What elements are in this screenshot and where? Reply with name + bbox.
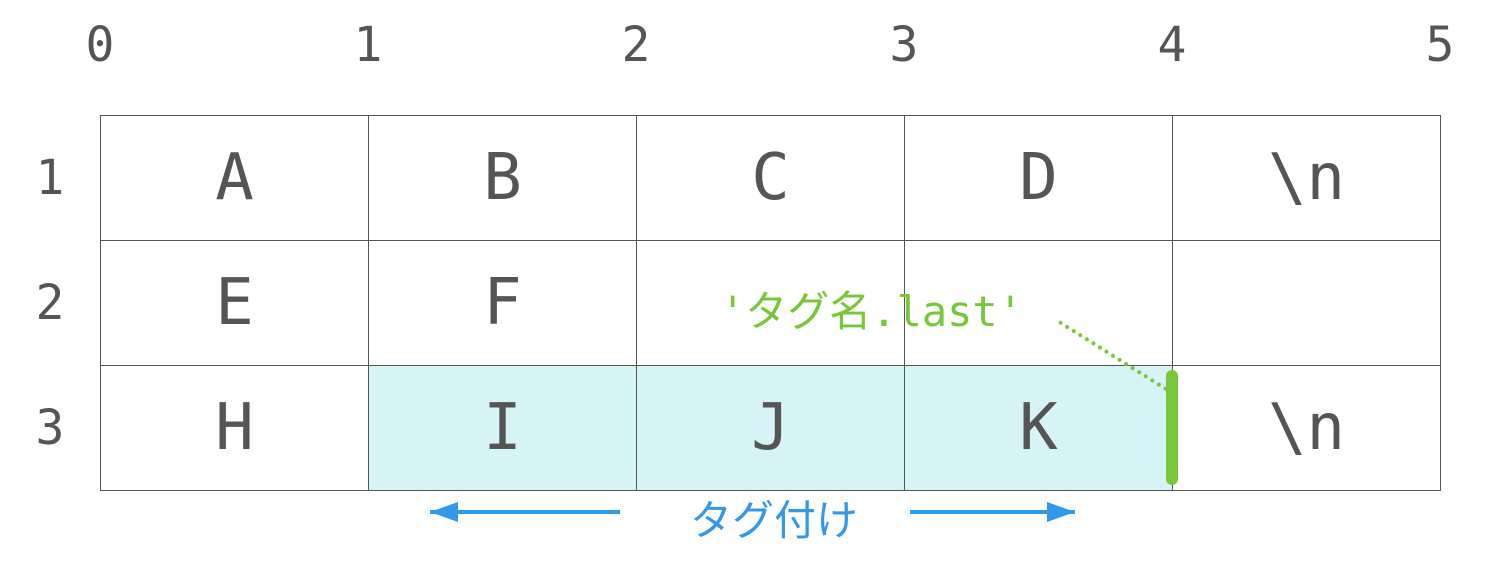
cell-r1-c3: D (904, 115, 1173, 241)
cell-r3-c0: H (100, 365, 369, 491)
bracket-arrow-right-icon (878, 488, 1107, 536)
bracket-label: タグ付け (690, 487, 858, 548)
tag-last-label: 'タグ名.last' (720, 278, 1023, 339)
cell-r1-c4: \n (1172, 115, 1441, 241)
cell-r2-c0: E (100, 240, 369, 366)
cell-r2-c1: F (368, 240, 637, 366)
col-header-3: 3 (864, 0, 944, 90)
col-header-5: 5 (1400, 0, 1480, 90)
cell-r3-c3: K (904, 365, 1173, 491)
cell-r2-c4 (1172, 240, 1441, 366)
bracket-arrow-left-icon (398, 488, 652, 536)
row-label-2: 2 (0, 240, 100, 365)
col-header-4: 4 (1132, 0, 1212, 90)
col-header-0: 0 (60, 0, 140, 90)
cell-r1-c2: C (636, 115, 905, 241)
row-label-3: 3 (0, 365, 100, 490)
cell-r3-c4: \n (1172, 365, 1441, 491)
cell-r3-c1: I (368, 365, 637, 491)
diagram-stage: { "layout": { "image_w": 1506, "image_h"… (0, 0, 1506, 568)
col-header-2: 2 (596, 0, 676, 90)
cell-r1-c1: B (368, 115, 637, 241)
cell-r3-c2: J (636, 365, 905, 491)
col-header-1: 1 (328, 0, 408, 90)
cell-r1-c0: A (100, 115, 369, 241)
row-label-1: 1 (0, 115, 100, 240)
